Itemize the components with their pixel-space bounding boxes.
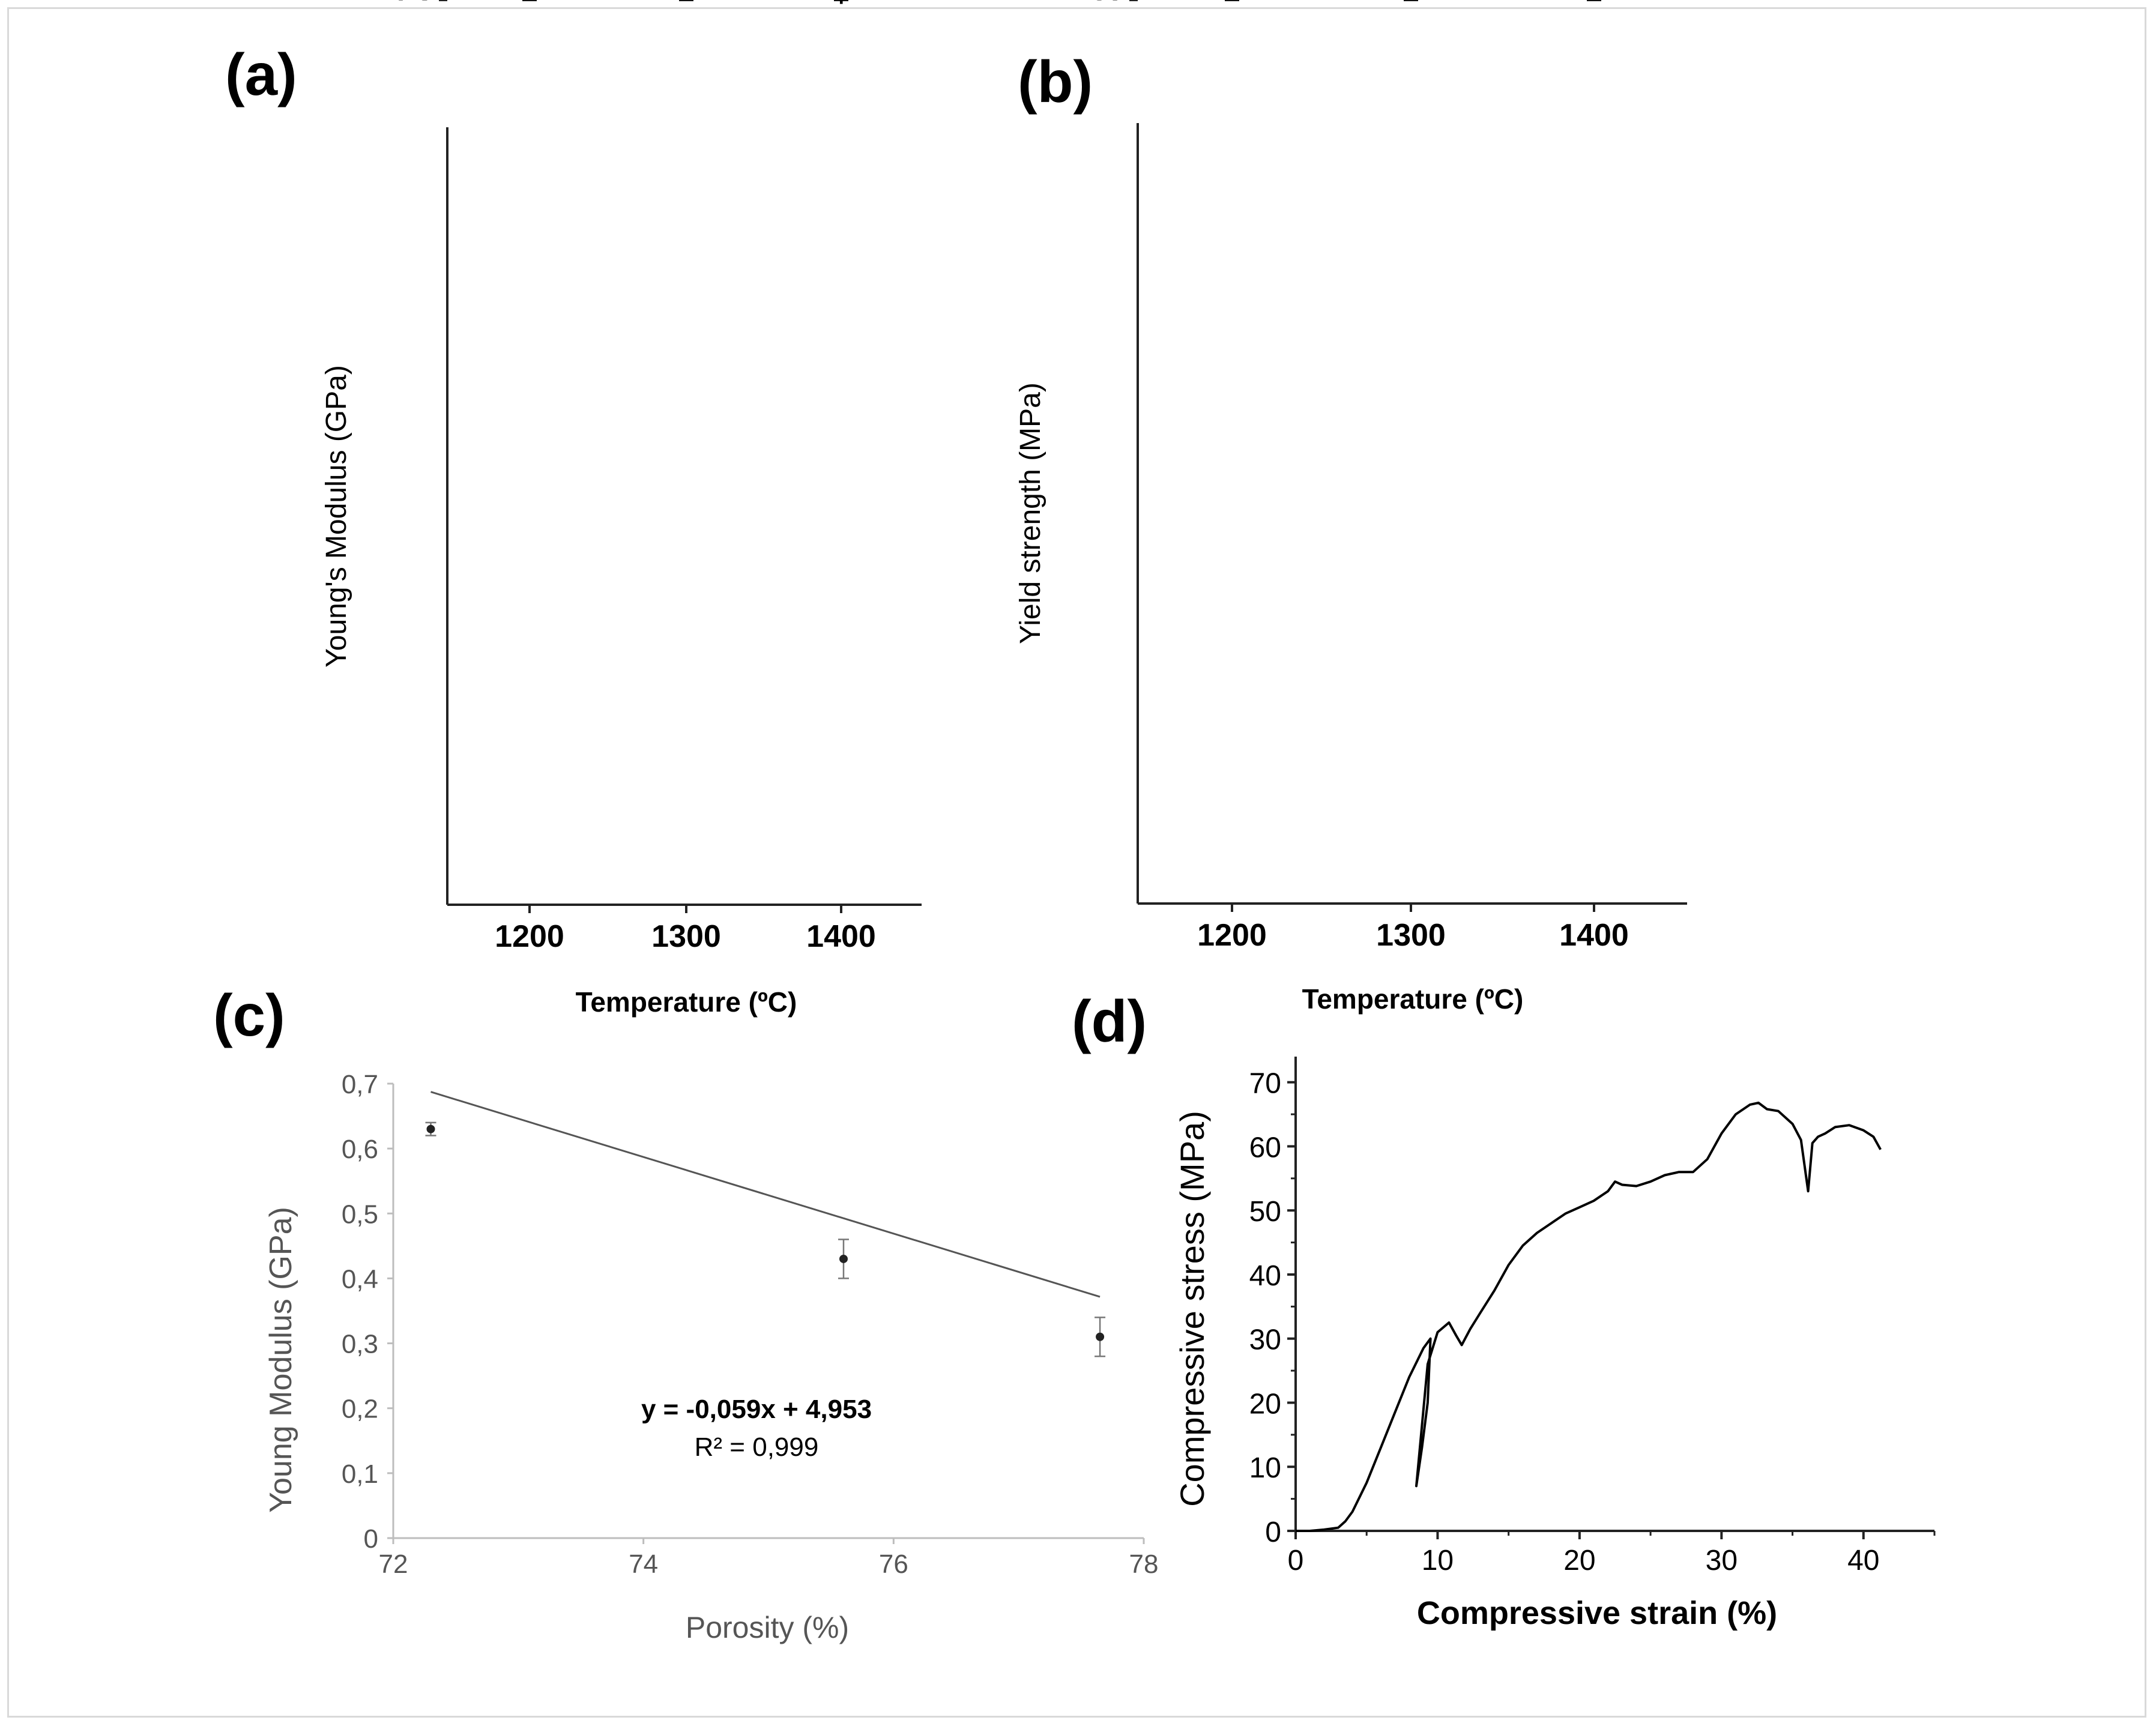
d-y-tick-label: 30	[1249, 1324, 1281, 1356]
panel-c-equation: y = -0,059x + 4,953	[641, 1395, 872, 1424]
c-x-tick-label: 74	[629, 1549, 658, 1579]
b-x-tick-label: 1200	[1197, 918, 1267, 953]
panel-b-y-axis-title: Yield strength (MPa)	[1015, 382, 1046, 644]
d-x-tick-label: 20	[1563, 1545, 1595, 1577]
a-y-tick-label: 0.6	[393, 0, 433, 7]
panel-d-label: (d)	[1072, 988, 1147, 1054]
c-x-tick-label: 72	[379, 1549, 408, 1579]
panel-d-stress-strain-chart: (d) 0 10 20 30 40 50 60 70 0 10 20 30 40 Compressive…	[1072, 988, 1936, 1631]
c-y-tick-label: 0,6	[342, 1135, 378, 1164]
b-y-tick-label: 20	[1092, 0, 1123, 7]
panel-c-y-axis-title: Young Modulus (GPa)	[264, 1207, 298, 1513]
c-data-point	[426, 1124, 435, 1133]
panel-b-label: (b)	[1018, 49, 1093, 115]
b-x-tick-label: 1300	[1376, 918, 1446, 953]
a-significance-mark-1300: #	[672, 0, 701, 11]
d-x-tick-label: 30	[1706, 1545, 1738, 1577]
b-y-tick-label: 25	[1092, 0, 1123, 7]
d-y-tick-label: 50	[1249, 1196, 1281, 1228]
panel-c-r-squared: R² = 0,999	[695, 1432, 819, 1462]
d-y-tick-label: 20	[1249, 1388, 1281, 1420]
a-x-tick-label: 1200	[495, 919, 564, 954]
c-y-tick-label: 0,2	[342, 1395, 378, 1424]
a-significance-mark-1200: *	[519, 0, 540, 11]
b-y-tick-label: 30	[1092, 0, 1123, 7]
panel-c-modulus-vs-porosity-chart: (c) 0 0,1 0,2 0,3 0,4 0,5 0,6 0,7 72 74 76 78 y = -…	[213, 982, 1158, 1644]
d-y-tick-label: 60	[1249, 1132, 1281, 1163]
panel-a-y-axis-title: Young's Modulus (GPa)	[321, 365, 352, 668]
panel-b-x-axis-title: Temperature (ºC)	[1302, 983, 1524, 1015]
d-y-tick-label: 0	[1265, 1516, 1281, 1548]
a-y-tick-label: 0.8	[393, 0, 433, 7]
a-y-tick-label: 0.7	[393, 0, 433, 7]
d-y-tick-label: 70	[1249, 1068, 1281, 1100]
b-y-tick-label: 15	[1092, 0, 1123, 7]
b-y-tick-label: 0	[1107, 0, 1123, 7]
panel-a-youngs-modulus-chart: (a) 0.00.10.20.30.40.50.60.70.8 1200 * 1300…	[225, 0, 922, 1018]
c-y-tick-label: 0,3	[342, 1330, 378, 1359]
a-y-tick-label: 0.3	[393, 0, 433, 7]
a-y-tick-label: 0.5	[393, 0, 433, 7]
c-x-tick-label: 78	[1129, 1549, 1159, 1579]
a-y-tick-label: 0.2	[393, 0, 433, 7]
b-y-tick-label: 10	[1092, 0, 1123, 7]
a-x-tick-label: 1400	[806, 919, 876, 954]
c-y-tick-label: 0,5	[342, 1199, 378, 1229]
c-data-point	[839, 1254, 848, 1263]
d-x-tick-label: 0	[1288, 1545, 1304, 1577]
panel-a-x-axis-title: Temperature (ºC)	[576, 986, 797, 1018]
b-x-tick-label: 1400	[1559, 918, 1629, 953]
c-trendline	[430, 1091, 1101, 1298]
panel-c-label: (c)	[213, 982, 285, 1048]
panel-d-x-axis-title: Compressive strain (%)	[1417, 1595, 1777, 1631]
c-y-tick-label: 0,1	[342, 1459, 378, 1489]
b-y-tick-label: 5	[1107, 0, 1123, 7]
c-data-point	[1096, 1332, 1105, 1341]
c-y-tick-label: 0	[364, 1524, 378, 1554]
d-y-tick-label: 10	[1249, 1452, 1281, 1484]
panel-b-yield-strength-chart: (b) 05101520253035 1200 1300 1400 Temperatu…	[1015, 0, 1687, 1015]
a-y-tick-label: 0.4	[393, 0, 433, 7]
a-y-tick-label: 0.0	[393, 0, 433, 7]
figure-frame	[7, 7, 2146, 1718]
a-y-tick-label: 0.1	[393, 0, 433, 7]
c-y-tick-label: 0,4	[342, 1264, 378, 1294]
d-stress-strain-curve	[1296, 1101, 1882, 1532]
a-significance-mark-1400: $	[827, 0, 856, 11]
panel-a-label: (a)	[225, 41, 297, 107]
d-x-tick-label: 40	[1847, 1545, 1879, 1577]
panel-d-y-axis-title: Compressive stress (MPa)	[1173, 1111, 1211, 1507]
d-x-tick-label: 10	[1422, 1545, 1454, 1577]
d-y-tick-label: 40	[1249, 1260, 1281, 1292]
b-y-tick-label: 35	[1092, 0, 1123, 7]
panel-c-x-axis-title: Porosity (%)	[686, 1611, 849, 1644]
c-y-tick-label: 0,7	[342, 1070, 378, 1099]
c-x-tick-label: 76	[879, 1549, 908, 1579]
a-x-tick-label: 1300	[651, 919, 721, 954]
